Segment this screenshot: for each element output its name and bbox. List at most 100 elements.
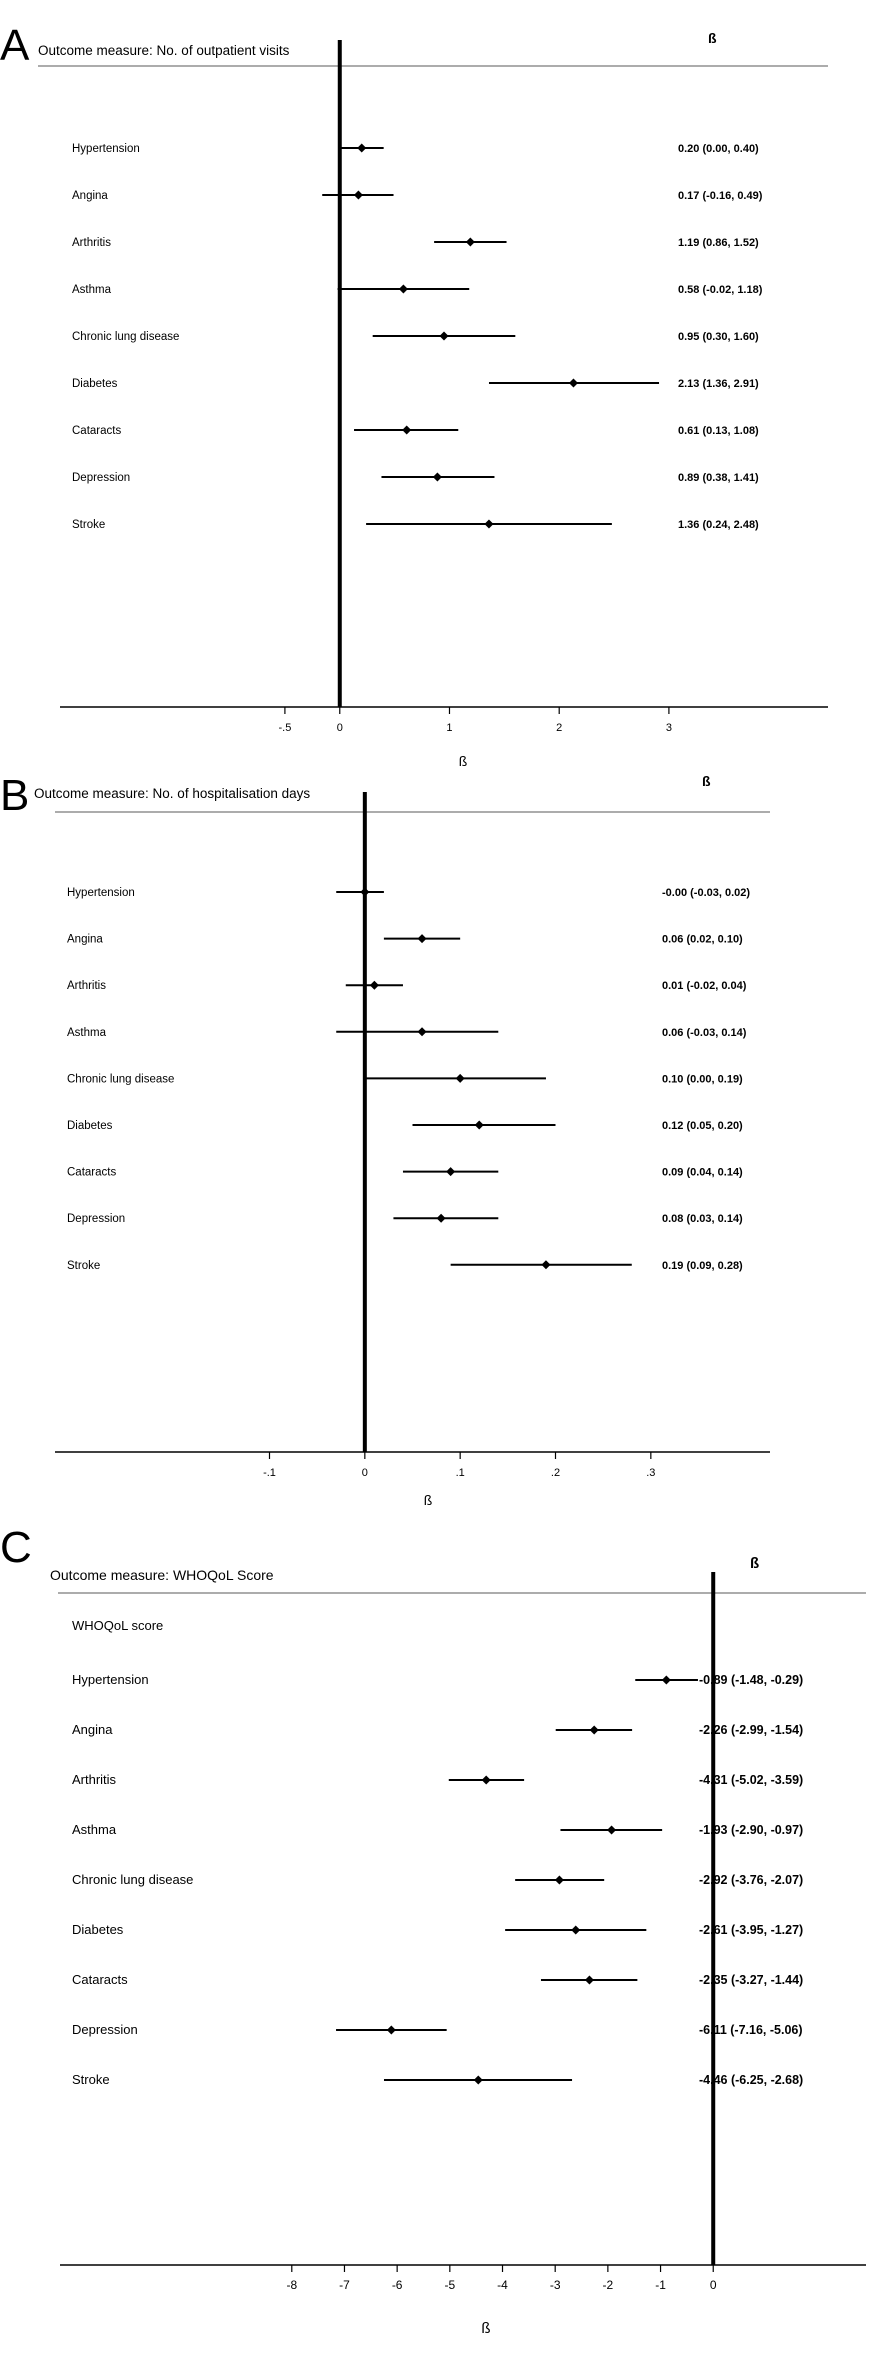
x-tick-label: -.1 — [263, 1467, 276, 1479]
estimate-text: -2.26 (-2.99, -1.54) — [699, 1723, 803, 1737]
point-estimate — [481, 1775, 491, 1785]
panel-a-ticks: -.5 0 1 2 3 — [278, 707, 672, 734]
row-label: Chronic lung disease — [67, 1073, 174, 1085]
x-tick-label: -2 — [603, 2278, 614, 2292]
forest-row: Depression 0.08 (0.03, 0.14) — [67, 1213, 743, 1225]
x-tick-label: -.5 — [278, 722, 291, 734]
x-tick-label: -8 — [286, 2278, 297, 2292]
forest-row: Stroke -4.46 (-6.25, -2.68) — [72, 2072, 803, 2087]
point-estimate — [398, 284, 408, 294]
estimate-text: 0.95 (0.30, 1.60) — [678, 331, 759, 343]
forest-row: Diabetes 0.12 (0.05, 0.20) — [67, 1120, 743, 1132]
panel-a-title: Outcome measure: No. of outpatient visit… — [38, 43, 290, 58]
row-label: Cataracts — [72, 425, 121, 437]
estimate-text: 0.20 (0.00, 0.40) — [678, 143, 759, 155]
x-tick-label: -3 — [550, 2278, 561, 2292]
row-label: Arthritis — [72, 237, 111, 249]
forest-row: Chronic lung disease 0.10 (0.00, 0.19) — [67, 1073, 743, 1085]
forest-row: Hypertension -0.89 (-1.48, -0.29) — [72, 1672, 803, 1687]
row-label: Depression — [72, 2022, 138, 2037]
forest-row: Asthma 0.58 (-0.02, 1.18) — [72, 284, 763, 296]
estimate-text: 0.10 (0.00, 0.19) — [662, 1073, 743, 1085]
x-tick-label: 0 — [710, 2278, 717, 2292]
panel-c-title: Outcome measure: WHOQoL Score — [50, 1567, 274, 1583]
panel-a-estimate-header: ß — [708, 30, 717, 46]
panel-a: A Outcome measure: No. of outpatient vis… — [0, 21, 828, 769]
panel-b-rows: Hypertension -0.00 (-0.03, 0.02) Angina 0.0… — [67, 887, 750, 1272]
point-estimate — [541, 1260, 551, 1270]
forest-row: Cataracts 0.09 (0.04, 0.14) — [67, 1167, 743, 1179]
panel-b-estimate-header: ß — [702, 773, 711, 789]
row-label: Asthma — [72, 284, 112, 296]
estimate-text: 0.19 (0.09, 0.28) — [662, 1260, 743, 1272]
estimate-text: -4.31 (-5.02, -3.59) — [699, 1773, 803, 1787]
forest-row: Stroke 1.36 (0.24, 2.48) — [72, 519, 759, 531]
row-label: Chronic lung disease — [72, 331, 179, 343]
panel-c-rows: Hypertension -0.89 (-1.48, -0.29) Angina -2… — [72, 1672, 803, 2087]
point-estimate — [417, 1027, 427, 1037]
forest-row: Cataracts 0.61 (0.13, 1.08) — [72, 425, 759, 437]
row-label: Hypertension — [72, 1672, 149, 1687]
forest-row: Stroke 0.19 (0.09, 0.28) — [67, 1260, 743, 1272]
point-estimate — [432, 472, 442, 482]
x-tick-label: 2 — [556, 722, 562, 734]
estimate-text: -0.00 (-0.03, 0.02) — [662, 887, 750, 899]
x-tick-label: -5 — [444, 2278, 455, 2292]
point-estimate — [439, 331, 449, 341]
x-tick-label: 0 — [362, 1467, 368, 1479]
row-label: Cataracts — [72, 1972, 128, 1987]
estimate-text: 0.12 (0.05, 0.20) — [662, 1120, 743, 1132]
forest-row: Depression -6.11 (-7.16, -5.06) — [72, 2022, 803, 2037]
row-label: Asthma — [67, 1027, 107, 1039]
forest-row: Arthritis -4.31 (-5.02, -3.59) — [72, 1772, 803, 1787]
point-estimate — [661, 1675, 671, 1685]
point-estimate — [474, 1120, 484, 1130]
forest-row: Asthma 0.06 (-0.03, 0.14) — [67, 1027, 747, 1039]
panel-c: C Outcome measure: WHOQoL Score ß WHOQoL… — [0, 1523, 866, 2337]
x-tick-label: -1 — [655, 2278, 666, 2292]
panel-a-xlabel: ß — [459, 753, 468, 769]
forest-row: Arthritis 0.01 (-0.02, 0.04) — [67, 980, 747, 992]
forest-row: Angina -2.26 (-2.99, -1.54) — [72, 1722, 803, 1737]
forest-row: Diabetes -2.61 (-3.95, -1.27) — [72, 1922, 803, 1937]
forest-row: Chronic lung disease 0.95 (0.30, 1.60) — [72, 331, 759, 343]
estimate-text: 0.89 (0.38, 1.41) — [678, 472, 759, 484]
row-label: Hypertension — [67, 887, 135, 899]
forest-row: Hypertension 0.20 (0.00, 0.40) — [72, 143, 759, 155]
panel-c-ticks: -8 -7 -6 -5 -4 -3 -2 -1 0 — [286, 2265, 717, 2292]
panel-b-xlabel: ß — [424, 1492, 433, 1508]
panel-a-rows: Hypertension 0.20 (0.00, 0.40) Angina 0.17 … — [72, 143, 763, 531]
row-label: Angina — [67, 934, 103, 946]
forest-row: Chronic lung disease -2.92 (-3.76, -2.07) — [72, 1872, 803, 1887]
estimate-text: 0.09 (0.04, 0.14) — [662, 1167, 743, 1179]
estimate-text: 0.08 (0.03, 0.14) — [662, 1213, 743, 1225]
forest-row: Angina 0.17 (-0.16, 0.49) — [72, 190, 763, 202]
panel-c-estimate-header: ß — [750, 1555, 759, 1572]
forest-row: Cataracts -2.35 (-3.27, -1.44) — [72, 1972, 803, 1987]
estimate-text: 1.19 (0.86, 1.52) — [678, 237, 759, 249]
point-estimate — [554, 1875, 564, 1885]
panel-b-letter: B — [0, 771, 29, 820]
panel-b-ticks: -.1 0 .1 .2 .3 — [263, 1452, 655, 1479]
point-estimate — [455, 1073, 465, 1083]
row-label: Diabetes — [72, 378, 118, 390]
panel-a-letter: A — [0, 21, 30, 70]
x-tick-label: 3 — [666, 722, 672, 734]
x-tick-label: .2 — [551, 1467, 560, 1479]
x-tick-label: -4 — [497, 2278, 508, 2292]
row-label: Arthritis — [67, 980, 106, 992]
estimate-text: -2.61 (-3.95, -1.27) — [699, 1923, 803, 1937]
estimate-text: -2.92 (-3.76, -2.07) — [699, 1873, 803, 1887]
point-estimate — [473, 2075, 483, 2085]
estimate-text: -4.46 (-6.25, -2.68) — [699, 2073, 803, 2087]
panel-b-title: Outcome measure: No. of hospitalisation … — [34, 786, 310, 801]
x-tick-label: 0 — [337, 722, 343, 734]
row-label: Stroke — [67, 1260, 100, 1272]
point-estimate — [417, 934, 427, 944]
point-estimate — [571, 1925, 581, 1935]
point-estimate — [584, 1975, 594, 1985]
forest-row: Arthritis 1.19 (0.86, 1.52) — [72, 237, 759, 249]
estimate-text: 0.01 (-0.02, 0.04) — [662, 980, 747, 992]
x-tick-label: -6 — [392, 2278, 403, 2292]
estimate-text: 0.61 (0.13, 1.08) — [678, 425, 759, 437]
